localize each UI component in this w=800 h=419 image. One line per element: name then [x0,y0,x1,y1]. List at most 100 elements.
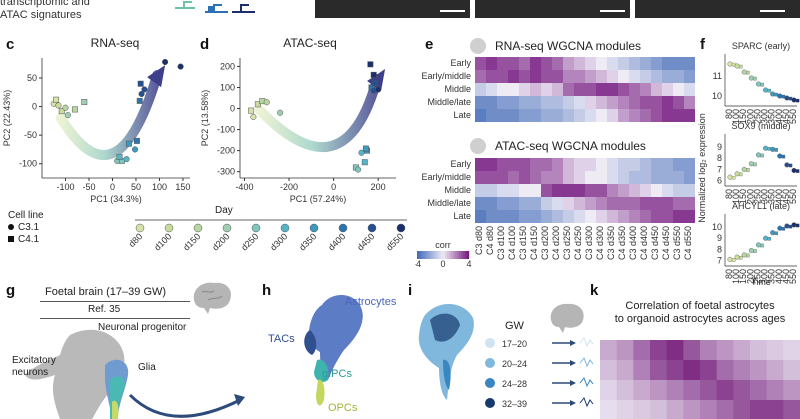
correlation-cell [650,380,668,400]
panel-h-label: h [262,282,272,299]
day-swatch [135,223,145,233]
y-tick-label: 6 [717,175,722,185]
heatmap-column-label: C4 d400 [639,226,649,260]
correlation-cell [616,400,634,419]
atac-heatmap-cell [585,184,596,197]
rna-heatmap-cell [629,70,640,83]
rna-heatmap-cell [673,70,684,83]
rna-heatmap-cell [563,83,574,96]
heatmap-column-label: C4 d300 [595,226,605,260]
heatmap-row-label: Early/middle [421,71,471,81]
data-point [367,61,374,68]
heatmap-row-label: Late [453,110,471,120]
correlation-cell [666,380,684,400]
atac-heatmap-cell [541,171,552,184]
legend-tick-label: -4 [415,259,421,269]
correlation-cell [633,380,651,400]
y-tick-label: -50 [24,130,37,140]
expression-point [788,224,793,229]
atac-heatmap-cell [629,210,640,223]
y-tick-label: 11 [713,71,722,81]
correlation-cell [716,360,734,380]
rna-heatmap-cell [662,96,673,109]
atac-heatmap-cell [629,197,640,210]
expression-point [784,95,790,101]
expression-point [746,70,750,75]
correlation-cell [650,340,668,360]
heatmap-row-label: Early/middle [421,172,471,182]
expression-point [734,63,740,69]
reference: Ref. 35 [88,304,121,315]
divider [40,301,190,302]
rna-heatmap-cell [640,109,651,122]
data-point [362,145,369,152]
legend-gradient-step [443,251,446,259]
day-label: d550 [384,231,405,252]
expression-point [770,146,776,152]
atac-heatmap-cell [497,197,508,210]
gw-legend: 17–20 20–24 24–28 32–39 [485,337,594,409]
rna-heatmap-cell [585,57,596,70]
astrocyte-icon [579,337,594,348]
expression-point [753,162,757,167]
y-tick-label: 9 [717,233,722,243]
expression-point [763,87,769,93]
atac-heatmap-cell [618,171,629,184]
expression-point [777,225,783,231]
cell-line-title: Cell line [8,210,44,221]
rna-heatmap-cell [596,83,607,96]
day-swatch [367,223,377,233]
promoter-icon [175,1,195,9]
rna-heatmap-cell [629,96,640,109]
rna-heatmap-cell [585,96,596,109]
atac-heatmap-cell [662,158,673,171]
expression-point [755,81,761,87]
expression-point [738,172,743,177]
atac-heatmap-cell [497,184,508,197]
brain-icon [193,282,232,314]
day-label: d250 [239,231,260,252]
x-tick-label: 100 [731,269,741,284]
legend-gradient-step [467,251,470,259]
rna-heatmap-cell [508,96,519,109]
legend-gradient-step [461,251,464,259]
heatmap-column-label: C4 d200 [551,226,561,260]
umap-foetal [25,329,245,419]
correlation-cell [600,400,618,419]
expression-point [791,97,797,103]
heatmap-column-label: C3 d550 [672,226,682,260]
correlation-cell [666,360,684,380]
label-neuronal-progenitor: Neuronal progenitor [98,322,187,333]
x-tick-label: 250 [752,269,762,284]
atac-heatmap-cell [629,184,640,197]
y-tick-label: 8 [717,153,722,163]
correlation-cell [650,400,668,419]
rna-heatmap-cell [497,70,508,83]
heatmap-row-label: Middle/late [427,97,471,107]
x-tick-label: 50 [131,182,141,192]
panel-g-title: Foetal brain (17–39 GW) [45,286,167,298]
data-point [64,112,71,119]
correlation-cell [616,340,634,360]
atac-heatmap-cell [596,210,607,223]
y-tick-label: 50 [27,73,37,83]
atac-heatmap-cell [519,171,530,184]
expression-point [774,231,779,236]
correlation-cell [783,400,800,419]
gw-swatch [485,358,495,368]
legend-gradient-step [435,251,438,259]
correlation-cell [600,360,618,380]
atac-heatmap-cell [651,210,662,223]
legend-gradient-step [431,251,434,259]
x-tick-label: 400 [774,109,784,124]
rna-heatmap-cell [552,70,563,83]
rna-heatmap-cell [574,57,585,70]
day-label: d150 [181,231,202,252]
gw-label: 20–24 [502,359,527,369]
data-point [248,107,255,114]
panel-e-label: e [425,36,434,53]
heatmap-row-label: Early [450,159,471,169]
day-swatch [164,223,174,233]
atac-heatmap-cell [596,171,607,184]
legend-gradient-step [427,251,430,259]
